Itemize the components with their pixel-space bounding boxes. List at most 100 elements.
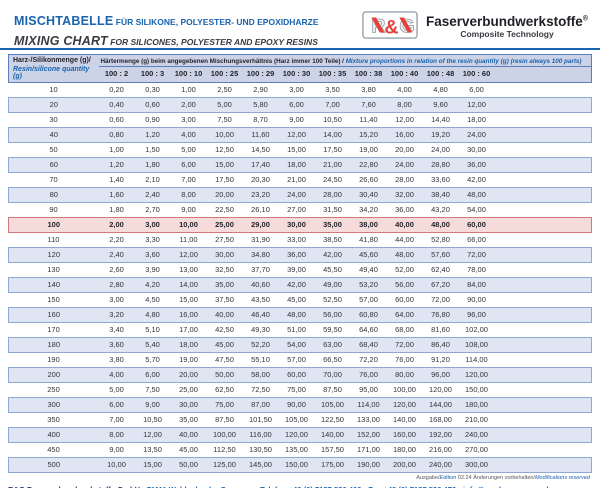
edition-en1: Edition [439, 475, 457, 481]
hardener-value-cell: 45,50 [323, 265, 342, 274]
hardener-value-cell: 140,00 [393, 415, 416, 424]
hardener-value-cell: 4,80 [433, 85, 448, 94]
title-de-main: MISCHTABELLE [14, 14, 114, 28]
hardener-value-cell: 63,00 [314, 337, 351, 353]
hardener-value-cell: 56,00 [314, 307, 351, 323]
hardener-value-cell: 120,00 [458, 367, 495, 383]
hardener-value-cell: 68,00 [395, 325, 414, 334]
table-row: 180 3,60 5,40 18,00 45,00 52,20 54,00 63,00 68,4… [8, 337, 592, 353]
hardener-value-cell: 3,50 [325, 85, 340, 94]
hardener-value-cell: 180,00 [393, 445, 416, 454]
hardener-value-cell: 9,00 [109, 445, 124, 454]
hardener-value-cell: 62,50 [215, 385, 234, 394]
quantity-cell: 500 [8, 457, 99, 473]
hardener-value-cell: 3,40 [109, 325, 124, 334]
hardener-value-cell: 35,00 [179, 415, 198, 424]
hardener-value-cell: 54,00 [467, 205, 486, 214]
hardener-value-cell: 19,20 [422, 127, 459, 143]
table-row: 50 1,00 1,50 5,00 12,50 14,50 15,00 17,50 19,00 2… [9, 143, 592, 158]
hardener-value-cell: 7,60 [350, 97, 387, 113]
hardener-value-cell: 2,90 [253, 85, 268, 94]
hardener-value-cell: 130,50 [249, 445, 272, 454]
hardener-value-cell: 49,40 [359, 265, 378, 274]
hardener-value-cell: 6,00 [278, 97, 315, 113]
hardener-value-cell: 28,00 [314, 187, 351, 203]
hardener-value-cell: 2,50 [217, 85, 232, 94]
title-english: MIXING CHART FOR SILICONES, POLYESTER AN… [14, 31, 319, 51]
hardener-value-cell: 5,70 [145, 355, 160, 364]
span-label-de: Härtermenge (g) beim angegebenen Mischun… [100, 57, 346, 65]
hardener-value-cell: 4,00 [170, 127, 207, 143]
hardener-value-cell: 1,20 [134, 127, 171, 143]
hardener-value-cell: 0,40 [98, 97, 135, 113]
hardener-value-cell: 100,00 [393, 385, 416, 394]
edition-de1: Ausgabe/ [416, 475, 440, 481]
hardener-value-cell: 10,00 [206, 127, 243, 143]
quantity-label-de: Harz-/Silikonmenge (g)/ [13, 57, 91, 64]
hardener-value-cell: 23,20 [242, 187, 279, 203]
hardener-value-cell: 46,40 [242, 307, 279, 323]
hardener-value-cell: 180,00 [458, 397, 495, 413]
hardener-value-cell: 12,00 [395, 115, 414, 124]
hardener-value-cell: 21,00 [287, 175, 306, 184]
brand-name: Faserverbundwerkstoffe® [426, 14, 588, 30]
hardener-value-cell: 1,80 [134, 157, 171, 173]
hardener-value-cell: 52,20 [242, 337, 279, 353]
filler-cell [494, 277, 592, 293]
hardener-value-cell: 24,00 [278, 187, 315, 203]
hardener-value-cell: 10,50 [143, 415, 162, 424]
hardener-value-cell: 8,00 [98, 427, 135, 443]
quantity-cell: 70 [49, 175, 58, 184]
hardener-value-cell: 8,00 [386, 97, 423, 113]
hardener-value-cell: 240,00 [422, 457, 459, 473]
hardener-value-cell: 90,00 [467, 295, 486, 304]
hardener-value-cell: 42,50 [215, 325, 234, 334]
hardener-value-cell: 75,00 [206, 397, 243, 413]
hardener-value-cell: 157,50 [321, 445, 344, 454]
hardener-value-cell: 300,00 [458, 457, 495, 473]
filler-cell [494, 397, 592, 413]
hardener-value-cell: 5,00 [109, 385, 124, 394]
hardener-value-cell: 5,00 [206, 97, 243, 113]
hardener-value-cell: 3,00 [134, 217, 171, 233]
hardener-value-cell: 39,00 [287, 265, 306, 274]
filler-cell [494, 127, 592, 143]
hardener-value-cell: 3,20 [98, 307, 135, 323]
hardener-value-cell: 96,00 [458, 307, 495, 323]
ratio-column-header: 100 : 25 [206, 65, 243, 84]
filler-cell [494, 457, 592, 473]
hardener-value-cell: 101,50 [249, 415, 272, 424]
hardener-value-cell: 135,00 [285, 445, 308, 454]
table-row: 10 0,20 0,30 1,00 2,50 2,90 3,00 3,50 3,80 4,00 4,… [9, 83, 592, 98]
hardener-value-cell: 25,00 [179, 385, 198, 394]
hardener-value-cell: 28,80 [422, 157, 459, 173]
hardener-value-cell: 45,00 [179, 445, 198, 454]
page-header: MISCHTABELLE FÜR SILIKONE, POLYESTER- UN… [0, 0, 600, 48]
quantity-cell: 40 [8, 127, 99, 143]
hardener-value-cell: 0,60 [134, 97, 171, 113]
hardener-value-cell: 1,20 [98, 157, 135, 173]
ratio-column-header: 100 : 38 [350, 65, 387, 84]
edition-note: Ausgabe/Edition 02.24 Änderungen vorbeha… [0, 475, 590, 481]
quantity-cell: 30 [49, 115, 58, 124]
filler-cell [495, 233, 592, 248]
quantity-cell: 150 [47, 295, 60, 304]
brand-text: Faserverbundwerkstoffe® Composite Techno… [426, 14, 588, 39]
hardener-value-cell: 27,00 [287, 205, 306, 214]
hardener-value-cell: 10,00 [98, 457, 135, 473]
table-row: 70 1,40 2,10 7,00 17,50 20,30 21,00 24,50 26,60 2… [9, 173, 592, 188]
quantity-cell: 170 [47, 325, 60, 334]
hardener-value-cell: 37,50 [215, 295, 234, 304]
filler-cell [495, 263, 592, 278]
hardener-value-cell: 87,50 [215, 415, 234, 424]
hardener-value-cell: 1,50 [145, 145, 160, 154]
hardener-value-cell: 7,00 [109, 415, 124, 424]
table-row: 130 2,60 3,90 13,00 32,50 37,70 39,00 45,50 49,4… [9, 263, 592, 278]
hardener-value-cell: 40,60 [242, 277, 279, 293]
hardener-value-cell: 122,50 [321, 415, 344, 424]
hardener-value-cell: 30,00 [467, 145, 486, 154]
quantity-label-en: Resin/silicone quantity (g) [13, 66, 90, 80]
hardener-value-cell: 3,00 [109, 295, 124, 304]
hardener-value-cell: 14,40 [431, 115, 450, 124]
hardener-value-cell: 3,90 [145, 265, 160, 274]
